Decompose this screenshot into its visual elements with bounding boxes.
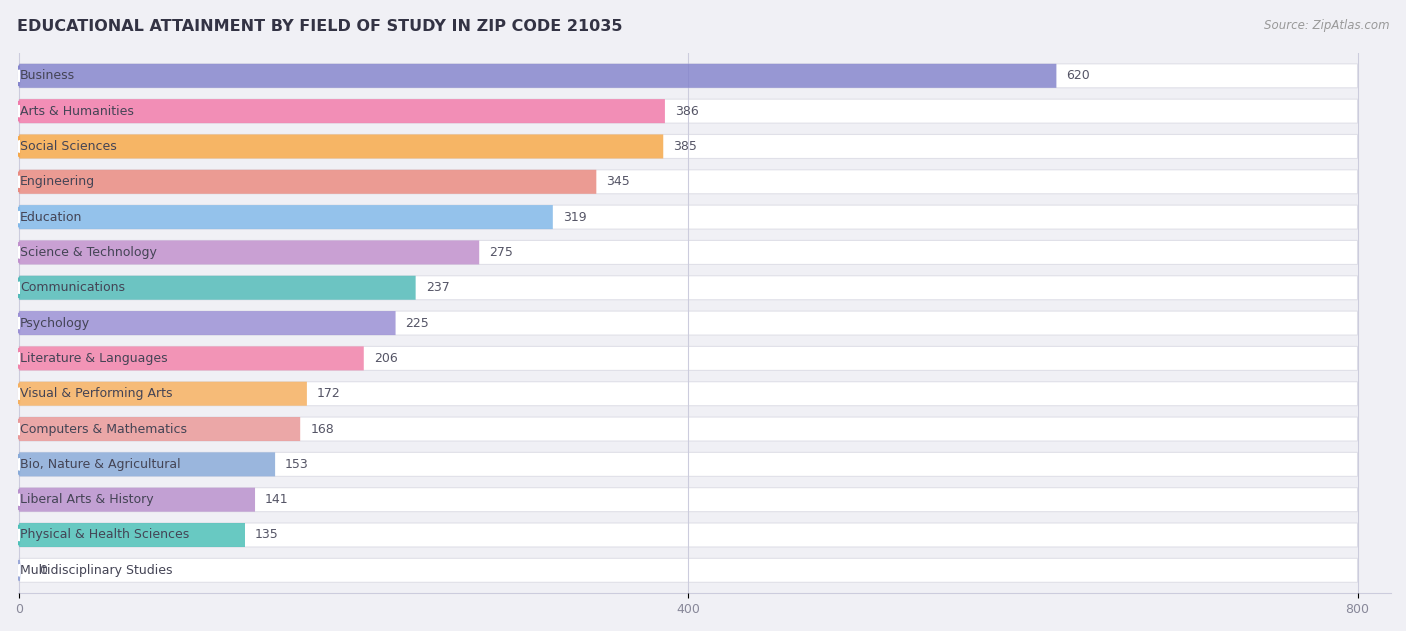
- Text: Multidisciplinary Studies: Multidisciplinary Studies: [20, 564, 173, 577]
- Text: 0: 0: [39, 564, 48, 577]
- Text: Engineering: Engineering: [20, 175, 94, 188]
- Text: 168: 168: [311, 423, 335, 435]
- FancyBboxPatch shape: [20, 205, 1358, 229]
- Text: Communications: Communications: [20, 281, 125, 294]
- FancyBboxPatch shape: [20, 311, 1358, 335]
- FancyBboxPatch shape: [20, 134, 1358, 158]
- FancyBboxPatch shape: [20, 205, 553, 229]
- Text: 385: 385: [673, 140, 697, 153]
- Text: Physical & Health Sciences: Physical & Health Sciences: [20, 529, 188, 541]
- Text: Visual & Performing Arts: Visual & Performing Arts: [20, 387, 173, 400]
- FancyBboxPatch shape: [20, 64, 1358, 88]
- FancyBboxPatch shape: [20, 417, 301, 441]
- FancyBboxPatch shape: [20, 382, 307, 406]
- Text: Literature & Languages: Literature & Languages: [20, 352, 167, 365]
- FancyBboxPatch shape: [20, 276, 1358, 300]
- Text: Bio, Nature & Agricultural: Bio, Nature & Agricultural: [20, 458, 180, 471]
- Text: 620: 620: [1066, 69, 1090, 82]
- Text: 345: 345: [606, 175, 630, 188]
- FancyBboxPatch shape: [20, 240, 1358, 264]
- FancyBboxPatch shape: [20, 311, 395, 335]
- FancyBboxPatch shape: [20, 346, 1358, 370]
- FancyBboxPatch shape: [20, 523, 1358, 547]
- Text: Psychology: Psychology: [20, 317, 90, 329]
- Text: 172: 172: [316, 387, 340, 400]
- FancyBboxPatch shape: [20, 134, 664, 158]
- Text: Science & Technology: Science & Technology: [20, 246, 156, 259]
- FancyBboxPatch shape: [20, 170, 596, 194]
- FancyBboxPatch shape: [20, 488, 1358, 512]
- Text: 237: 237: [426, 281, 450, 294]
- Text: 135: 135: [254, 529, 278, 541]
- Text: Social Sciences: Social Sciences: [20, 140, 117, 153]
- Text: Source: ZipAtlas.com: Source: ZipAtlas.com: [1264, 19, 1389, 32]
- Text: Computers & Mathematics: Computers & Mathematics: [20, 423, 187, 435]
- FancyBboxPatch shape: [20, 240, 479, 264]
- Text: Education: Education: [20, 211, 82, 223]
- Text: 153: 153: [285, 458, 309, 471]
- FancyBboxPatch shape: [20, 346, 364, 370]
- FancyBboxPatch shape: [20, 558, 1358, 582]
- Text: 206: 206: [374, 352, 398, 365]
- Text: 141: 141: [266, 493, 288, 506]
- Text: 386: 386: [675, 105, 699, 117]
- FancyBboxPatch shape: [20, 170, 1358, 194]
- FancyBboxPatch shape: [20, 382, 1358, 406]
- Text: Liberal Arts & History: Liberal Arts & History: [20, 493, 153, 506]
- Text: 319: 319: [562, 211, 586, 223]
- FancyBboxPatch shape: [20, 417, 1358, 441]
- FancyBboxPatch shape: [20, 452, 1358, 476]
- FancyBboxPatch shape: [20, 276, 416, 300]
- Text: 225: 225: [405, 317, 429, 329]
- FancyBboxPatch shape: [20, 452, 276, 476]
- Text: EDUCATIONAL ATTAINMENT BY FIELD OF STUDY IN ZIP CODE 21035: EDUCATIONAL ATTAINMENT BY FIELD OF STUDY…: [17, 19, 623, 34]
- FancyBboxPatch shape: [20, 99, 1358, 123]
- Text: 275: 275: [489, 246, 513, 259]
- FancyBboxPatch shape: [20, 523, 245, 547]
- FancyBboxPatch shape: [20, 64, 1056, 88]
- FancyBboxPatch shape: [20, 99, 665, 123]
- FancyBboxPatch shape: [20, 488, 254, 512]
- Text: Business: Business: [20, 69, 75, 82]
- Text: Arts & Humanities: Arts & Humanities: [20, 105, 134, 117]
